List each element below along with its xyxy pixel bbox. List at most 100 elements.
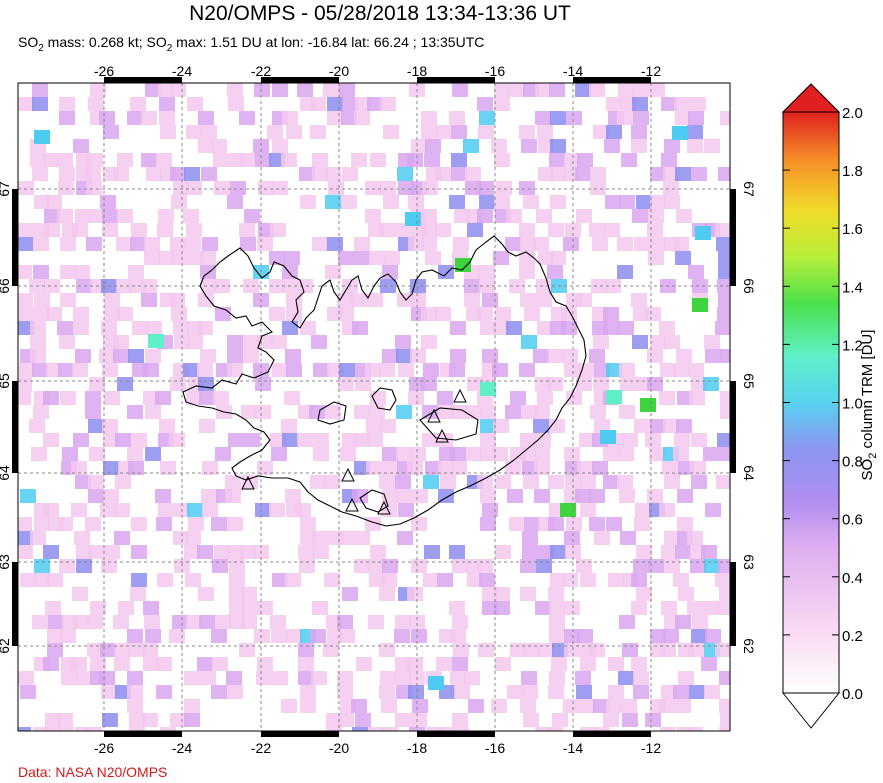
so2-pixel <box>450 629 466 643</box>
so2-pixel <box>437 433 453 447</box>
so2-pixel <box>44 223 60 237</box>
so2-pixel <box>142 713 158 727</box>
so2-pixel <box>241 601 257 615</box>
so2-pixel <box>300 685 316 699</box>
so2-pixel-high <box>606 390 622 404</box>
so2-pixel <box>188 517 204 531</box>
so2-pixel <box>580 573 596 587</box>
so2-pixel <box>589 83 605 97</box>
so2-pixel <box>617 237 633 251</box>
so2-pixel <box>576 293 592 307</box>
so2-pixel <box>664 475 680 489</box>
so2-pixel <box>127 629 143 643</box>
colorbar-tick-label: 0.0 <box>842 686 863 703</box>
so2-pixel <box>369 251 385 265</box>
so2-pixel <box>719 699 730 713</box>
so2-pixel <box>229 559 245 573</box>
edge-bar-left <box>12 189 18 286</box>
so2-pixel <box>521 405 537 419</box>
so2-pixel <box>479 111 495 125</box>
so2-pixel <box>185 531 201 545</box>
so2-pixel <box>146 321 162 335</box>
so2-pixel <box>380 671 396 685</box>
so2-pixel <box>211 685 227 699</box>
so2-pixel <box>313 447 329 461</box>
so2-pixel <box>297 83 313 97</box>
so2-pixel <box>664 195 680 209</box>
so2-pixel <box>145 349 161 363</box>
so2-pixel <box>213 153 229 167</box>
so2-pixel <box>310 97 326 111</box>
so2-pixel <box>285 489 301 503</box>
so2-pixel <box>663 181 679 195</box>
so2-pixel <box>160 727 176 731</box>
so2-pixel <box>426 727 442 731</box>
so2-pixel <box>18 237 33 251</box>
so2-pixel <box>421 377 437 391</box>
so2-pixel <box>435 307 451 321</box>
so2-pixel <box>521 139 537 153</box>
so2-pixel <box>701 545 717 559</box>
so2-pixel <box>421 111 437 125</box>
so2-pixel <box>550 545 566 559</box>
so2-pixel <box>663 629 679 643</box>
so2-pixel <box>619 405 635 419</box>
so2-pixel <box>631 657 647 671</box>
lon-tick-label: -16 <box>485 740 505 756</box>
so2-pixel <box>117 377 133 391</box>
so2-pixel <box>325 195 341 209</box>
so2-pixel <box>408 685 424 699</box>
edge-bar-left <box>12 381 18 473</box>
so2-pixel <box>158 503 174 517</box>
so2-pixel <box>213 391 229 405</box>
so2-pixel <box>491 139 507 153</box>
so2-pixel <box>131 433 147 447</box>
so2-pixel <box>102 363 118 377</box>
so2-pixel <box>365 363 381 377</box>
so2-pixel <box>395 671 411 685</box>
so2-pixel <box>477 559 493 573</box>
so2-pixel <box>677 517 693 531</box>
so2-pixel-high <box>640 398 656 412</box>
so2-pixel <box>664 531 680 545</box>
so2-pixel <box>58 727 74 731</box>
so2-pixel <box>341 111 357 125</box>
so2-pixel <box>397 167 413 181</box>
so2-pixel <box>719 447 730 461</box>
so2-pixel <box>215 447 231 461</box>
so2-pixel <box>186 181 202 195</box>
lon-tick-label: -26 <box>94 63 114 79</box>
so2-pixel <box>618 321 634 335</box>
subtitle-sub1: 2 <box>38 42 44 54</box>
so2-pixel <box>342 167 358 181</box>
so2-pixel <box>325 167 341 181</box>
so2-pixel <box>211 629 227 643</box>
so2-pixel <box>366 461 382 475</box>
so2-pixel <box>675 615 691 629</box>
lat-tick-label: 64 <box>0 465 12 481</box>
so2-pixel <box>603 713 619 727</box>
so2-pixel <box>480 419 496 433</box>
so2-pixel <box>158 209 174 223</box>
so2-pixel <box>47 573 63 587</box>
so2-pixel <box>155 391 171 405</box>
so2-pixel <box>355 377 371 391</box>
so2-pixel <box>88 545 104 559</box>
so2-pixel <box>228 97 244 111</box>
so2-pixel <box>380 181 396 195</box>
so2-pixel <box>59 335 75 349</box>
so2-pixel <box>537 643 553 657</box>
so2-pixel <box>255 153 271 167</box>
so2-pixel <box>85 167 101 181</box>
so2-pixel <box>664 335 680 349</box>
so2-pixel <box>354 251 370 265</box>
so2-pixel <box>521 335 537 349</box>
so2-pixel <box>619 195 635 209</box>
so2-pixel <box>688 643 704 657</box>
so2-pixel <box>128 461 144 475</box>
so2-pixel <box>43 391 59 405</box>
so2-pixel <box>535 601 551 615</box>
so2-pixel <box>523 713 539 727</box>
so2-pixel <box>605 195 621 209</box>
volcano-marker-icon <box>453 388 467 403</box>
